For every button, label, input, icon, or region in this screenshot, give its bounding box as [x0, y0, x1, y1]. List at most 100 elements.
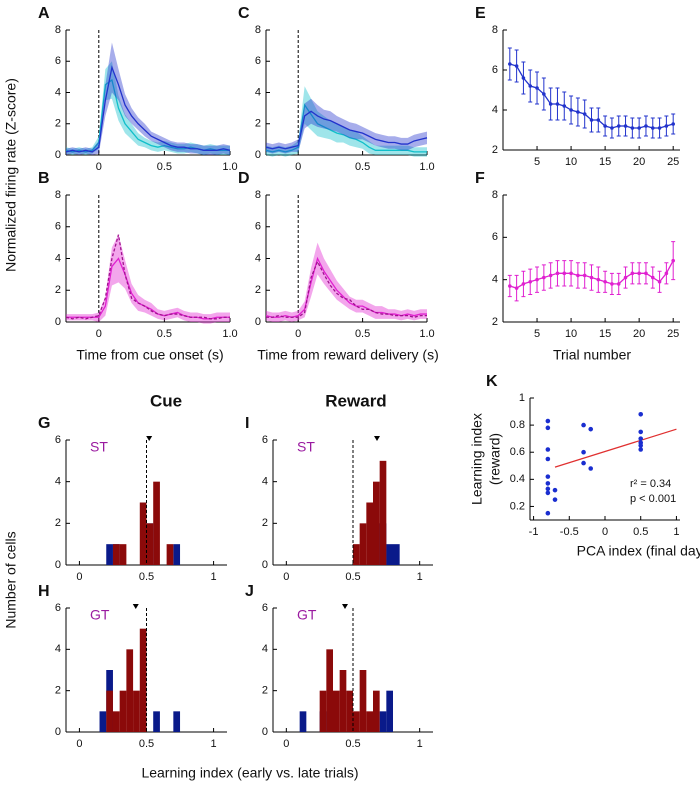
x-tick-label: 25	[667, 156, 679, 168]
point	[582, 273, 587, 278]
bar	[386, 544, 393, 565]
point	[671, 122, 675, 126]
point	[603, 279, 607, 284]
panel-letter: I	[245, 415, 249, 432]
error-band	[66, 42, 230, 155]
y-tick-label: 6	[255, 221, 261, 233]
annotation: p < 0.001	[630, 493, 676, 505]
point	[623, 275, 628, 280]
y-tick-label: 2	[255, 284, 261, 296]
x-axis-label: Trial number	[553, 347, 631, 363]
y-tick-label: 0	[55, 316, 61, 328]
y-tick-label: 8	[255, 189, 261, 201]
point	[552, 497, 558, 502]
annotation: r² = 0.34	[630, 478, 671, 490]
point	[638, 429, 644, 435]
panel-letter: F	[475, 170, 485, 187]
point	[637, 271, 641, 276]
x-tick-label: 0	[283, 738, 289, 750]
y-tick-label: 0	[55, 726, 61, 738]
bar	[112, 544, 120, 565]
x-axis-label: Learning index (early vs. late trials)	[141, 765, 358, 781]
point	[603, 124, 607, 128]
y-tick-label: 2	[55, 118, 61, 130]
x-tick-label: 0.5	[157, 328, 172, 340]
bar	[133, 690, 140, 732]
bar	[112, 711, 120, 732]
bar	[373, 690, 380, 732]
y-axis-label: Learning index	[469, 413, 485, 505]
x-axis-label: Time from reward delivery (s)	[257, 347, 439, 363]
mean-marker	[146, 436, 153, 441]
point	[545, 481, 551, 486]
y-tick-label: 6	[55, 221, 61, 233]
bar	[166, 544, 174, 565]
x-tick-label: 0.5	[355, 161, 370, 173]
y-tick-label: 4	[262, 643, 268, 655]
bar	[146, 523, 154, 565]
error-band	[66, 234, 230, 324]
bar	[359, 523, 367, 565]
x-tick-label: -1	[529, 526, 539, 538]
mean-marker	[132, 604, 139, 609]
point	[548, 273, 553, 278]
y-tick-label: 4	[55, 643, 61, 655]
x-tick-label: 1.0	[419, 328, 434, 340]
y-tick-label: 8	[55, 189, 61, 201]
point	[638, 411, 644, 417]
bar	[373, 481, 380, 565]
x-tick-label: 10	[565, 328, 577, 340]
x-tick-label: 20	[633, 328, 645, 340]
y-tick-label: 0.8	[510, 419, 525, 431]
x-tick-label: 0.5	[157, 161, 172, 173]
x-tick-label: -0.5	[560, 526, 579, 538]
point	[535, 277, 539, 282]
bar	[139, 502, 147, 565]
bar	[126, 649, 134, 732]
x-tick-label: 25	[667, 328, 679, 340]
x-tick-label: 1	[417, 738, 423, 750]
point	[555, 102, 560, 106]
point	[664, 271, 669, 276]
x-tick-label: 10	[565, 156, 577, 168]
point	[616, 282, 621, 286]
mean-marker	[374, 436, 380, 441]
point	[650, 275, 655, 280]
point	[644, 271, 648, 276]
x-tick-label: 0.5	[355, 328, 370, 340]
point	[644, 124, 648, 128]
x-axis-label: Time from cue onset (s)	[76, 347, 223, 363]
bar	[299, 711, 307, 732]
x-tick-label: 0	[295, 161, 301, 173]
panel-letter: E	[475, 5, 486, 22]
mean-marker	[342, 604, 348, 609]
point	[552, 487, 558, 493]
bar	[326, 649, 333, 732]
point	[545, 490, 551, 496]
x-tick-label: 1	[417, 571, 423, 583]
point	[545, 510, 551, 516]
bar	[153, 711, 160, 732]
series-line	[265, 103, 427, 153]
x-tick-label: 20	[633, 156, 645, 168]
y-tick-label: 4	[55, 86, 61, 98]
bar	[99, 711, 107, 732]
panel-letter: J	[245, 583, 254, 600]
point	[545, 474, 551, 479]
x-tick-label: 5	[534, 328, 540, 340]
point	[545, 447, 551, 452]
panel-letter: H	[38, 583, 50, 600]
x-tick-label: 0	[96, 328, 102, 340]
x-axis-label: PCA index (final day)	[577, 543, 700, 559]
point	[562, 271, 567, 276]
point	[542, 275, 546, 280]
point	[508, 284, 512, 288]
y-tick-label: 6	[55, 602, 61, 614]
bar	[119, 690, 127, 732]
point	[545, 418, 551, 424]
point	[528, 279, 533, 284]
x-tick-label: 0	[602, 526, 608, 538]
point	[528, 84, 533, 88]
point	[581, 422, 586, 428]
x-tick-label: 5	[534, 156, 540, 168]
